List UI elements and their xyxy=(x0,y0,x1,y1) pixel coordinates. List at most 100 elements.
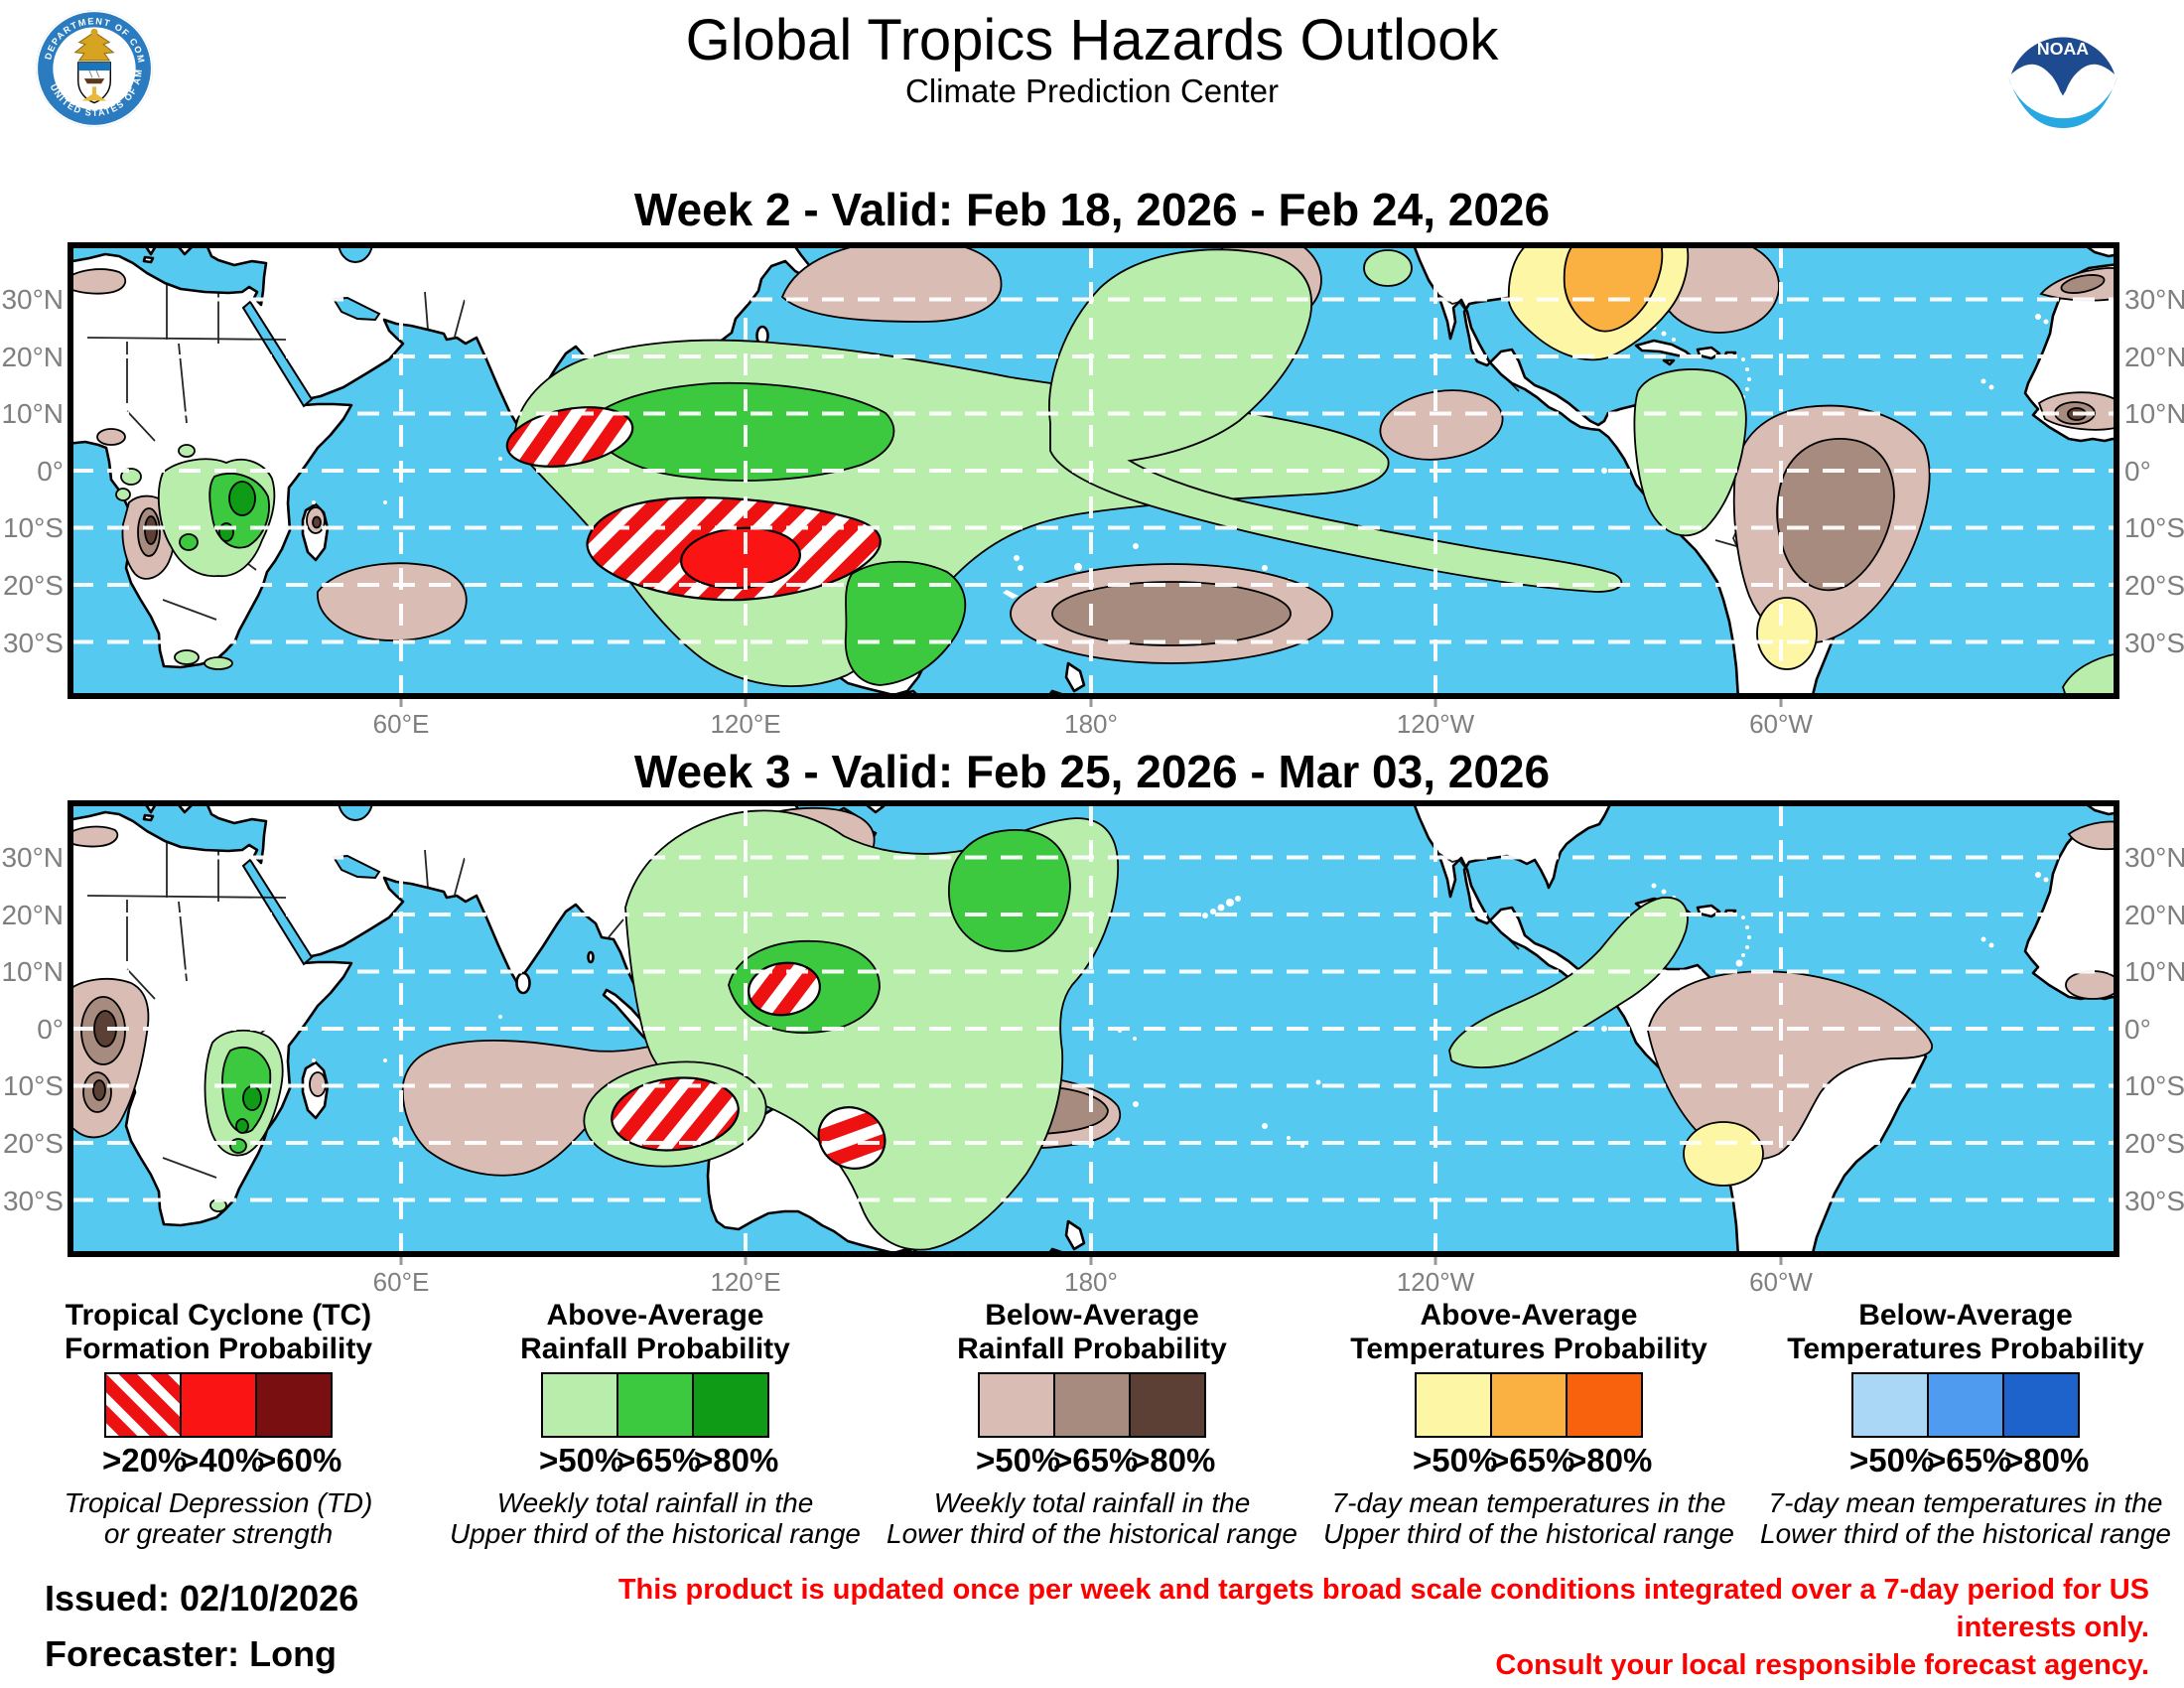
lon-label: 120°E xyxy=(710,709,781,739)
legend-title-line: Below-Average xyxy=(1858,1299,2073,1332)
threshold-label: >80% xyxy=(1131,1442,1216,1478)
header: DEPARTMENT OF COMMERCE UNITED STATES OF … xyxy=(0,0,2184,129)
lat-label: 30°S xyxy=(2,628,64,658)
legend-desc-line: Lower third of the historical range xyxy=(1760,1518,2171,1549)
threshold-label: >80% xyxy=(1568,1442,1653,1478)
rain-below-80-swatch xyxy=(1129,1372,1206,1438)
tc-hatch-swatch xyxy=(104,1372,180,1438)
lat-label: 30°S xyxy=(2,1186,64,1216)
threshold-label: >50% xyxy=(539,1442,624,1478)
rain-below-65-swatch xyxy=(1053,1372,1129,1438)
legend-desc-line: 7-day mean temperatures in the xyxy=(1331,1487,1726,1518)
threshold-label: >40% xyxy=(180,1442,265,1478)
week2-map-row: 30°N 20°N 10°N 0° 10°S 20°S 30°S xyxy=(0,242,2184,707)
threshold-label: >50% xyxy=(1849,1442,1935,1478)
week3-lon-axis: 60°E 120°E 180° 120°W 60°W xyxy=(0,1265,2184,1297)
legend-title-line: Rainfall Probability xyxy=(520,1333,790,1365)
temp-below-65-swatch xyxy=(1927,1372,2002,1438)
temp-below-80-swatch xyxy=(2002,1372,2080,1438)
threshold-label: >65% xyxy=(1053,1442,1139,1478)
legend-title-line: Above-Average xyxy=(1420,1299,1638,1332)
title-block: Global Tropics Hazards Outlook Climate P… xyxy=(0,10,2184,111)
issued-date: Issued: 02/10/2026 xyxy=(45,1578,359,1618)
lat-label: 20°N xyxy=(1,342,64,372)
legend-below-avg-temperatures: Below-Average Temperatures Probability >… xyxy=(1747,1295,2184,1549)
week3-lat-axis-right: 30°N 20°N 10°N 0° 10°S 20°S 30°S xyxy=(2119,800,2184,1265)
week2-lat-axis-right: 30°N 20°N 10°N 0° 10°S 20°S 30°S xyxy=(2119,242,2184,707)
seal-eagle-icon xyxy=(73,28,115,62)
legend-title-line: Rainfall Probability xyxy=(957,1333,1227,1365)
lat-label: 20°N xyxy=(2124,342,2184,372)
threshold-label: >80% xyxy=(694,1442,779,1478)
temp-above-65-swatch xyxy=(1490,1372,1566,1438)
week3-above-avg-temp-50-regions xyxy=(1683,1121,1764,1187)
week3-map-row: 30°N 20°N 10°N 0° 10°S 20°S 30°S xyxy=(0,800,2184,1265)
threshold-label: >60% xyxy=(257,1442,342,1478)
lon-label: 180° xyxy=(1064,709,1118,739)
week2-tc-formation-40-regions xyxy=(680,526,801,590)
threshold-label: >80% xyxy=(2004,1442,2090,1478)
week2-lat-axis-left: 30°N 20°N 10°N 0° 10°S 20°S 30°S xyxy=(0,242,68,707)
week2-world-map xyxy=(68,242,2119,707)
rain-above-50-swatch xyxy=(541,1372,616,1438)
lat-label: 20°N xyxy=(2124,900,2184,930)
lat-label: 10°S xyxy=(2124,1070,2184,1101)
legend-above-avg-rainfall: Above-Average Rainfall Probability >50% … xyxy=(437,1295,874,1549)
lon-label: 120°E xyxy=(710,1267,781,1297)
week2-below-avg-rain-65-regions xyxy=(137,274,2106,646)
lat-label: 20°S xyxy=(2124,570,2184,601)
legend-desc-line: Lower third of the historical range xyxy=(887,1518,1297,1549)
tc-60-swatch xyxy=(255,1372,333,1438)
threshold-label: >20% xyxy=(102,1442,188,1478)
legend-title-line: Temperatures Probability xyxy=(1787,1333,2144,1365)
legend-above-avg-temperatures: Above-Average Temperatures Probability >… xyxy=(1310,1295,1747,1549)
lat-label: 20°S xyxy=(2,1128,64,1159)
footer: Issued: 02/10/2026 Forecaster: Long This… xyxy=(0,1545,2184,1684)
forecaster: Forecaster: Long xyxy=(45,1633,338,1674)
lon-label: 60°E xyxy=(372,709,430,739)
week3-world-map xyxy=(68,800,2119,1265)
week3-above-avg-rain-80-regions xyxy=(235,1085,262,1134)
legend-desc-line: or greater strength xyxy=(103,1518,334,1549)
rain-below-50-swatch xyxy=(978,1372,1053,1438)
lat-label: 10°S xyxy=(2124,512,2184,543)
lat-label: 0° xyxy=(2124,1014,2151,1045)
rain-above-80-swatch xyxy=(692,1372,769,1438)
week2-above-avg-temp-65-regions xyxy=(1563,245,1664,333)
legend-title-line: Below-Average xyxy=(985,1299,1199,1332)
lat-label: 10°N xyxy=(2124,956,2184,987)
update-notice: This product is updated once per week an… xyxy=(617,1574,2149,1681)
week2-lon-axis: 60°E 120°E 180° 120°W 60°W xyxy=(0,707,2184,743)
department-of-commerce-seal-icon: DEPARTMENT OF COMMERCE UNITED STATES OF … xyxy=(34,8,153,127)
lat-label: 20°S xyxy=(2,570,64,601)
lat-label: 10°N xyxy=(2124,398,2184,429)
lat-label: 10°N xyxy=(1,398,64,429)
lon-label: 60°W xyxy=(1749,1267,1813,1297)
legend-desc-line: Weekly total rainfall in the xyxy=(933,1487,1251,1518)
threshold-label: >65% xyxy=(1927,1442,2012,1478)
legend-desc-line: Upper third of the historical range xyxy=(450,1518,861,1549)
noaa-logo-icon: NOAA xyxy=(2001,6,2124,129)
lat-label: 30°N xyxy=(2124,284,2184,315)
lon-label: 60°W xyxy=(1749,709,1813,739)
lon-label: 120°W xyxy=(1396,709,1475,739)
lat-label: 0° xyxy=(37,1014,64,1045)
lat-label: 10°S xyxy=(2,512,64,543)
rain-above-65-swatch xyxy=(616,1372,692,1438)
threshold-label: >50% xyxy=(1413,1442,1498,1478)
lat-label: 30°N xyxy=(1,842,64,873)
temp-below-50-swatch xyxy=(1851,1372,1927,1438)
lat-label: 10°N xyxy=(1,956,64,987)
week3-title: Week 3 - Valid: Feb 25, 2026 - Mar 03, 2… xyxy=(633,746,1551,797)
week3-above-avg-rain-65-regions xyxy=(221,829,1071,1154)
lat-label: 20°S xyxy=(2124,1128,2184,1159)
legend-desc-line: Tropical Depression (TD) xyxy=(64,1487,373,1518)
lat-label: 30°N xyxy=(2124,842,2184,873)
lat-label: 10°S xyxy=(2,1070,64,1101)
lat-label: 20°N xyxy=(1,900,64,930)
legend: Tropical Cyclone (TC) Formation Probabil… xyxy=(0,1295,2184,1549)
legend-desc-line: Upper third of the historical range xyxy=(1323,1518,1734,1549)
week3-below-avg-rain-80-regions xyxy=(92,1010,117,1101)
lat-label: 0° xyxy=(2124,456,2151,487)
legend-title-line: Tropical Cyclone (TC) xyxy=(65,1299,372,1332)
